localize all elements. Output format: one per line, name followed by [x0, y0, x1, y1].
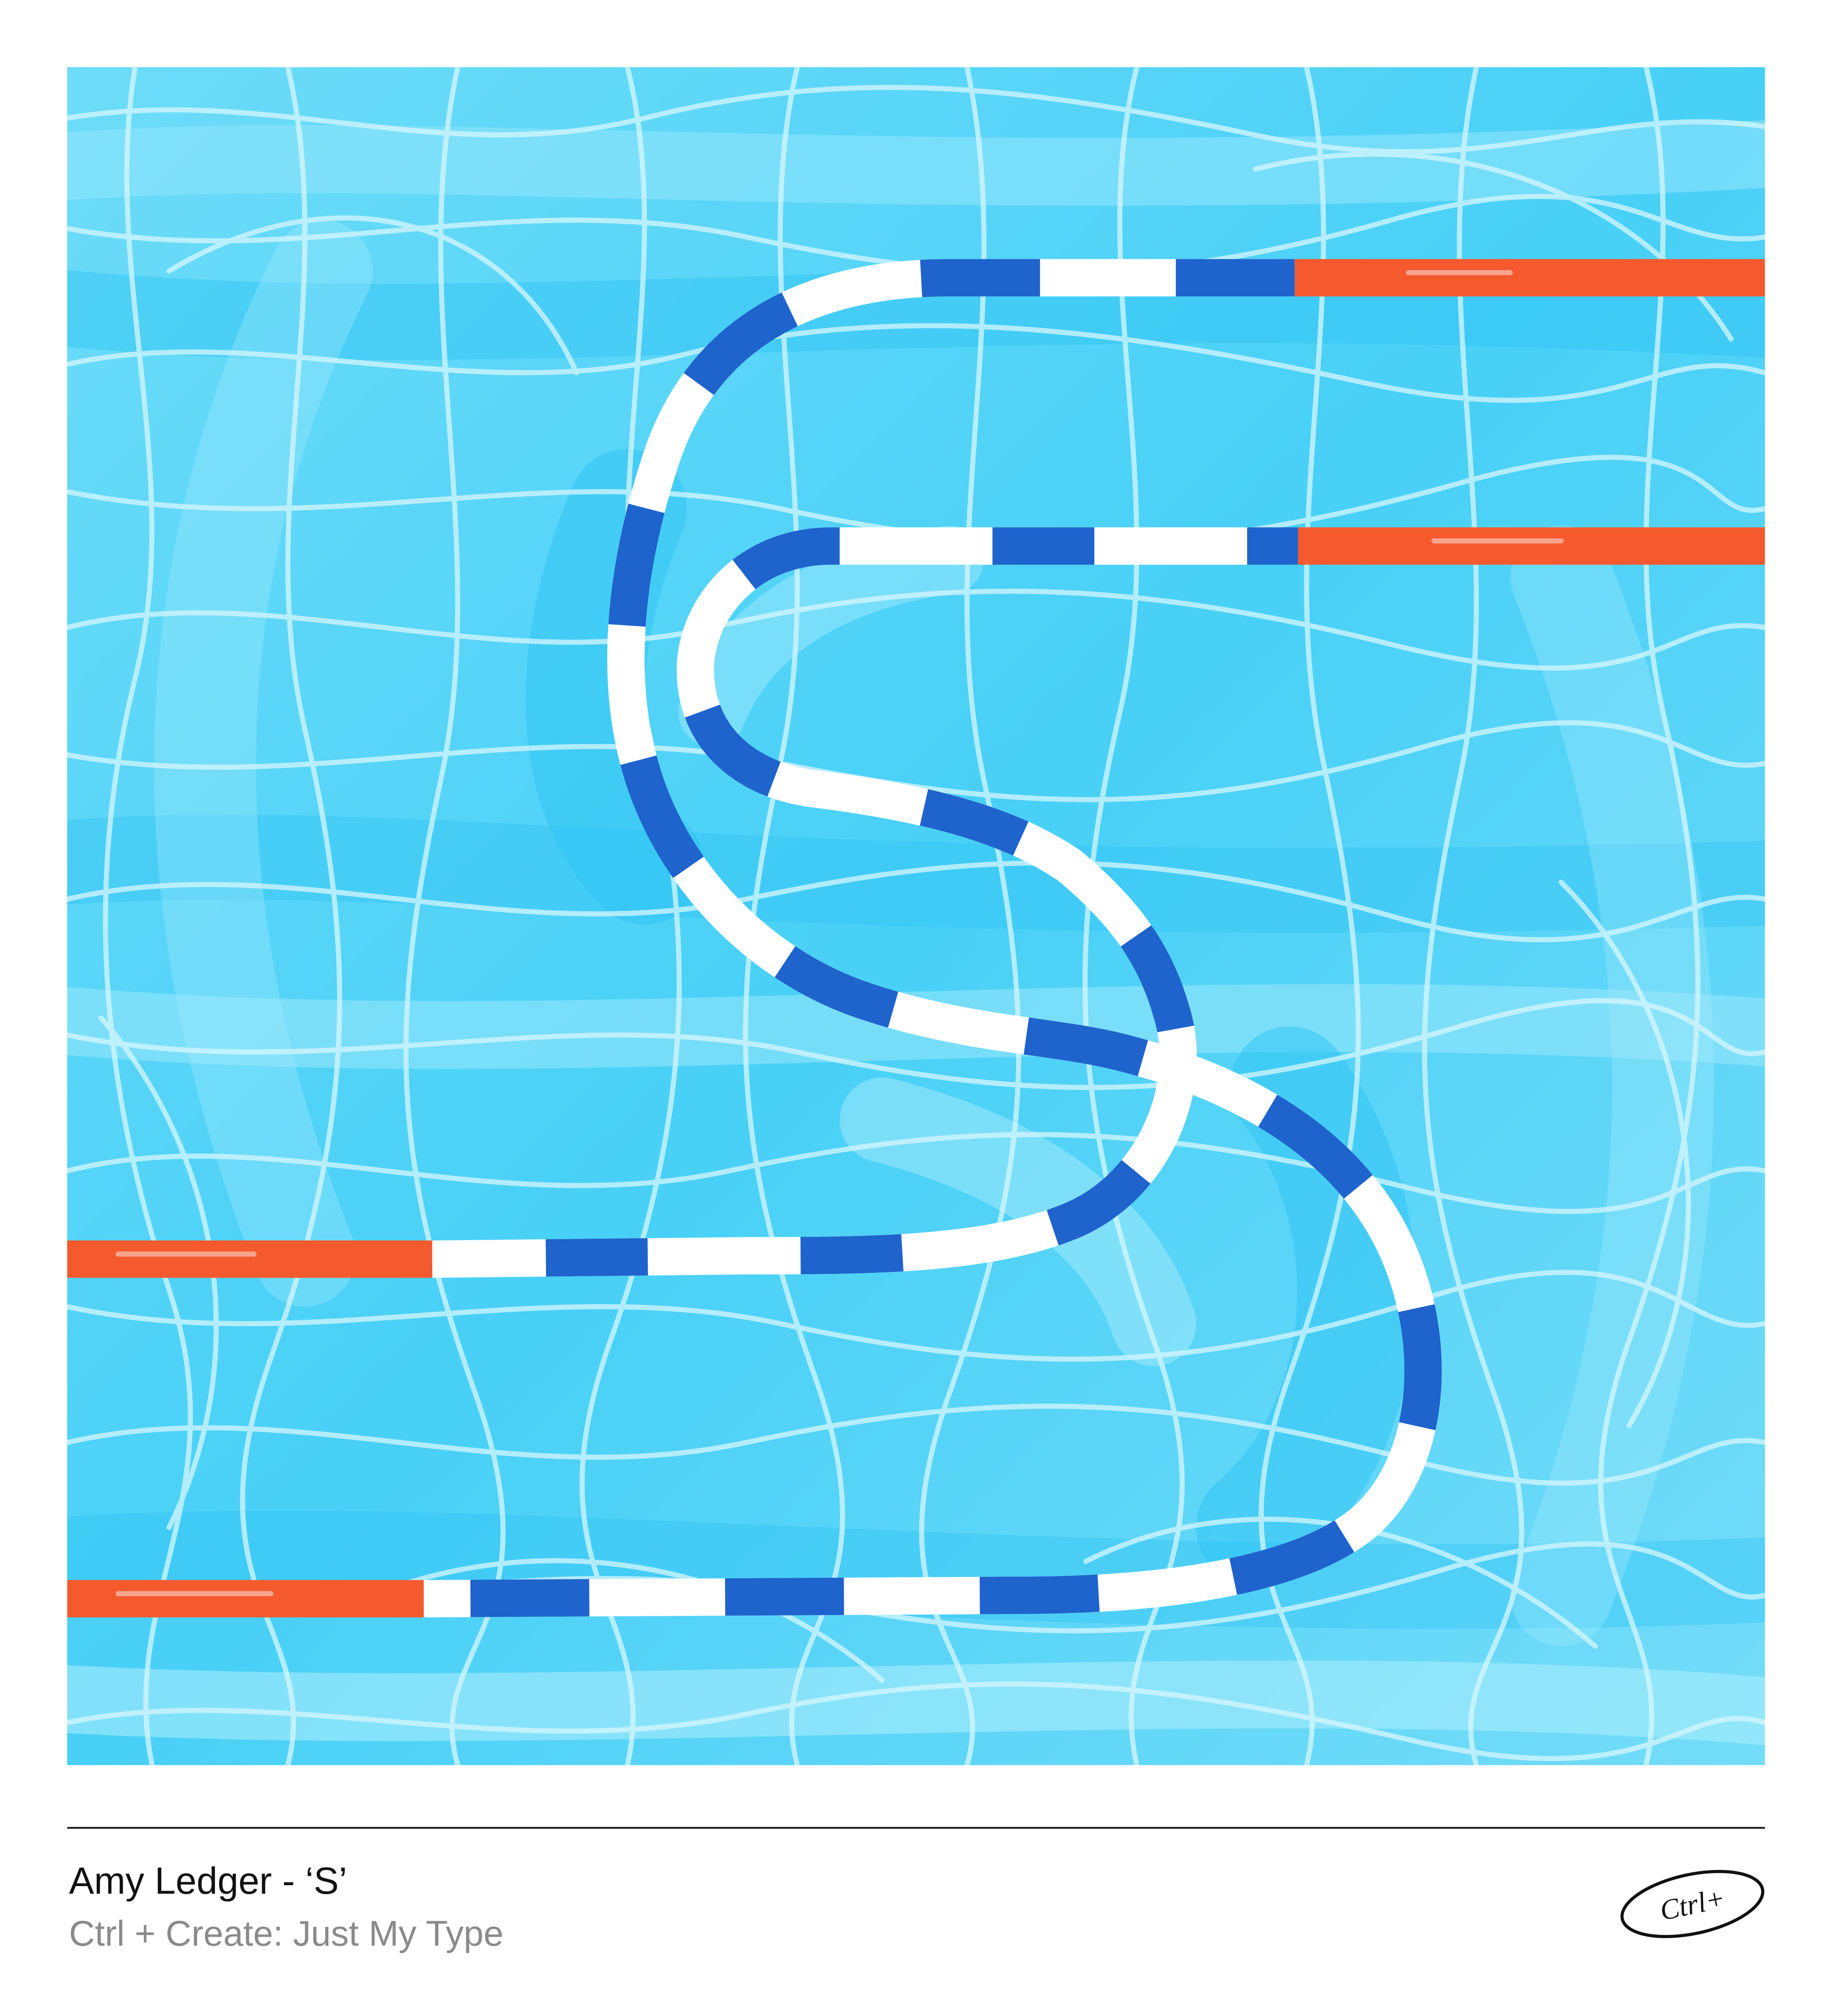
ctrl-plus-logo: Ctrl+: [1617, 1868, 1768, 1940]
artwork-title: Amy Ledger - ‘S’: [69, 1860, 347, 1902]
artwork: [67, 67, 1765, 1765]
caption-divider: [67, 1827, 1765, 1829]
float-highlights: [116, 270, 1564, 1596]
logo-text: Ctrl+: [1657, 1882, 1728, 1927]
lane-rope-bottom: [67, 527, 1765, 1278]
ripple-lines: [67, 67, 1765, 1765]
lane-rope-top: [67, 259, 1765, 1618]
artwork-subtitle: Ctrl + Create: Just My Type: [69, 1913, 504, 1953]
water-background: [67, 67, 1765, 1765]
pool-illustration: [67, 67, 1765, 1765]
